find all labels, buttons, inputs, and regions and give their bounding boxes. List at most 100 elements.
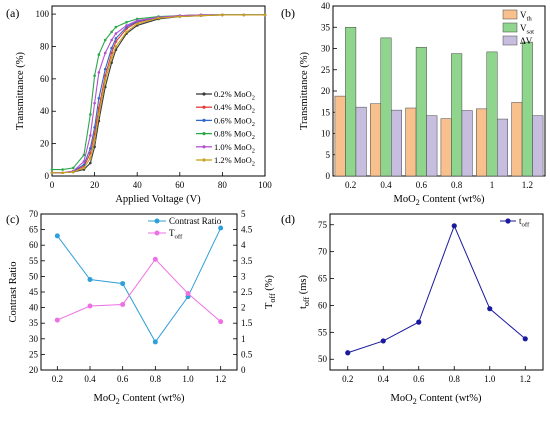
y-axis-title-c: Contrast Ratio xyxy=(8,262,19,323)
y-tick-label-c: 45 xyxy=(29,287,39,297)
data-point-a-4 xyxy=(135,19,139,22)
y-tick-label-b: 10 xyxy=(321,129,331,139)
data-point-a-0 xyxy=(89,161,92,165)
data-point-a-5 xyxy=(89,156,92,160)
y-tick-label-a: 60 xyxy=(40,74,50,84)
axis-ticks-d: 0.2 0.4 0.6 0.8 1.0 1.2 50 55 60 65 70 75 xyxy=(318,220,531,384)
legend-swatch-b-0 xyxy=(502,9,518,20)
x-tick-label-c: 0.4 xyxy=(84,374,96,384)
data-point-a-5 xyxy=(103,79,107,82)
y-tick-label-c: 55 xyxy=(29,256,39,266)
x-tick-label-c: 0.8 xyxy=(150,374,162,384)
x-axis-title-a: Applied Voltage (V) xyxy=(115,194,201,205)
data-point-a-5 xyxy=(263,13,267,17)
bar-b-2-0 xyxy=(355,106,367,177)
x-tick-label-b: 0.8 xyxy=(451,180,463,190)
x-axis-title-c: MoO2 Content (wt%) xyxy=(94,393,185,406)
data-point-a-4 xyxy=(89,134,92,137)
y-tick-label-d: 50 xyxy=(318,354,328,364)
y-tick-label-c: 35 xyxy=(29,318,39,328)
series-line-a-4 xyxy=(52,14,265,174)
legend-label-b-2: ΔV xyxy=(520,36,533,46)
series-lines-c xyxy=(54,225,224,345)
data-point-c-0 xyxy=(87,277,93,283)
legend-marker-a-5 xyxy=(202,158,206,162)
data-point-a-4 xyxy=(103,51,107,55)
x-tick-label-b: 1.2 xyxy=(522,180,533,190)
legend-marker-a-2 xyxy=(202,118,206,122)
legend-d: toff xyxy=(500,216,530,229)
data-point-a-5 xyxy=(82,166,86,170)
series-lines-a xyxy=(50,13,267,175)
data-point-d xyxy=(451,223,457,229)
data-point-d xyxy=(345,350,351,356)
data-point-a-5 xyxy=(125,30,128,34)
x-tick-label-a: 0 xyxy=(50,180,55,190)
data-point-a-3 xyxy=(50,168,54,171)
data-point-a-5 xyxy=(242,13,245,17)
plot-frame-a xyxy=(51,5,266,177)
data-point-a-5 xyxy=(199,14,203,18)
x-tick-label-d: 1.2 xyxy=(520,374,531,384)
bar-b-1-1 xyxy=(380,37,392,177)
y-tick-label-a: 20 xyxy=(40,139,50,149)
x-tick-label-c: 0.2 xyxy=(52,374,63,384)
legend-marker-a-1 xyxy=(202,105,206,109)
panel-c: (c) 0.2 0.4 0.6 0.8 1.0 1.2202530354045505560… xyxy=(6,209,277,406)
x-tick-label-a: 40 xyxy=(133,180,143,190)
y-tick-label-b: 30 xyxy=(321,44,331,54)
x-tick-label-b: 0.4 xyxy=(380,180,392,190)
data-point-d xyxy=(416,319,422,325)
data-point-a-4 xyxy=(110,38,113,42)
data-point-c-1 xyxy=(120,301,126,307)
legend-marker-c-1 xyxy=(154,230,160,236)
y-tick-label-right-c: 1 xyxy=(241,334,246,344)
data-point-a-3 xyxy=(61,168,64,171)
data-point-a-2 xyxy=(93,126,96,129)
y-axis-title-b: Transmittance (%) xyxy=(299,51,310,130)
legend-label-a-0: 0.2% MoO2 xyxy=(214,89,255,102)
x-tick-label-d: 0.6 xyxy=(413,374,425,384)
y-tick-label-b: 15 xyxy=(321,107,331,117)
bar-b-0-0 xyxy=(334,95,346,177)
plot-frame-d xyxy=(329,213,544,371)
y-tick-label-right-c: 0 xyxy=(241,365,246,375)
legend-marker-a-3 xyxy=(202,132,206,136)
y-tick-label-c: 40 xyxy=(29,303,39,313)
y-tick-label-a: 80 xyxy=(40,41,50,51)
y-tick-label-c: 20 xyxy=(29,365,39,375)
y-tick-label-d: 55 xyxy=(318,327,328,337)
bars-b xyxy=(334,27,544,177)
data-point-a-0 xyxy=(93,145,96,149)
x-tick-label-c: 0.6 xyxy=(117,374,129,384)
y-tick-label-right-c: 1.5 xyxy=(241,318,253,328)
axis-ticks-c: 0.2 0.4 0.6 0.8 1.0 1.22025303540455055606570… xyxy=(29,209,253,384)
legend-swatch-b-1 xyxy=(502,22,518,33)
legend-label-b-1: Vsat xyxy=(520,23,534,36)
x-tick-label-c: 1.2 xyxy=(215,374,226,384)
legend-marker-d xyxy=(505,218,511,224)
bar-b-2-3 xyxy=(461,110,473,177)
y-tick-label-b: 25 xyxy=(321,65,331,75)
data-point-a-5 xyxy=(61,171,64,175)
x-tick-label-d: 1.0 xyxy=(484,374,496,384)
bar-b-0-5 xyxy=(511,102,523,177)
legend-label-d: toff xyxy=(519,216,530,229)
data-point-c-0 xyxy=(152,339,158,345)
bar-b-1-4 xyxy=(486,51,498,177)
data-point-a-5 xyxy=(178,15,182,18)
panel-a: (a) 0 20 40 60 80 100 0 20 40 60 80 100 Applied Vol… xyxy=(6,5,272,205)
data-point-a-4 xyxy=(93,101,96,105)
data-point-c-1 xyxy=(87,303,93,309)
legend-label-a-4: 1.0% MoO2 xyxy=(214,142,255,155)
bar-b-1-5 xyxy=(521,41,533,177)
data-point-a-2 xyxy=(114,37,118,40)
y-tick-label-c: 60 xyxy=(29,240,39,250)
x-axis-title-b: MoO2 Content (wt%) xyxy=(394,194,485,207)
data-point-a-2 xyxy=(82,163,86,166)
data-point-a-3 xyxy=(97,53,101,56)
y-tick-label-c: 25 xyxy=(29,349,39,359)
